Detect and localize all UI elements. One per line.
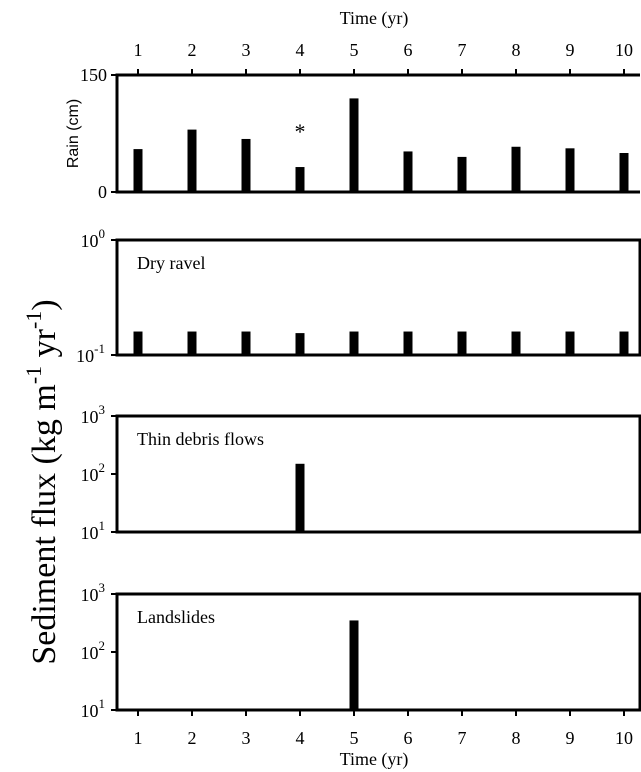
xtick-label-bottom-2: 2	[188, 728, 197, 748]
xtick-label-top-1: 1	[134, 40, 143, 60]
xtick-label-bottom-9: 9	[566, 728, 575, 748]
ytick-label-base: 10	[81, 585, 99, 605]
ytick-label-rain-1: 150	[80, 65, 107, 85]
ytick-label-thin-debris-flows-2: 103	[81, 402, 106, 427]
xtick-label-bottom-8: 8	[512, 728, 521, 748]
xtick-label-top-8: 8	[512, 40, 521, 60]
bar-dry-ravel-7	[457, 331, 467, 355]
xtick-label-top-9: 9	[566, 40, 575, 60]
xtick-label-bottom-3: 3	[242, 728, 251, 748]
ytick-label-dry-ravel-1: 100	[81, 226, 106, 251]
x-axis-label-top: Time (yr)	[340, 8, 409, 29]
ytick-label-base: 10	[81, 701, 99, 721]
bar-dry-ravel-10	[619, 331, 629, 355]
bar-rain-10	[619, 153, 629, 192]
panel-rain: 0 150 Rain (cm) *	[65, 65, 640, 202]
ytick-label-exp: 2	[99, 638, 106, 653]
ytick-label-rain-0: 0	[98, 182, 107, 202]
shared-y-axis-label-mid: yr	[26, 328, 63, 366]
ytick-label-exp: 1	[99, 696, 106, 711]
x-axis-bottom: 1 2 3 4 5 6 7 8 9 10	[134, 710, 633, 748]
bar-dry-ravel-6	[403, 331, 413, 355]
xtick-label-top-6: 6	[404, 40, 413, 60]
ytick-label-exp: 3	[99, 580, 106, 595]
ytick-label-exp: 3	[99, 402, 106, 417]
xtick-label-bottom-10: 10	[615, 728, 633, 748]
ytick-label-landslides-2: 103	[81, 580, 106, 605]
xtick-label-top-4: 4	[296, 40, 305, 60]
xtick-label-top-10: 10	[615, 40, 633, 60]
ytick-label-base: 10	[81, 231, 99, 251]
xtick-label-top-3: 3	[242, 40, 251, 60]
bar-dry-ravel-2	[187, 331, 197, 355]
bar-rain-2	[187, 129, 197, 192]
ytick-label-dry-ravel-0: 10-1	[76, 341, 105, 366]
ytick-label-base: 10	[81, 465, 99, 485]
shared-y-axis-label-sup2: -1	[21, 311, 46, 329]
bar-rain-9	[565, 148, 575, 192]
ytick-label-exp: 1	[99, 518, 106, 533]
bar-dry-ravel-8	[511, 331, 521, 355]
shared-y-axis-label-sup1: -1	[21, 366, 46, 384]
y-axis-label-rain: Rain (cm)	[65, 99, 82, 168]
xtick-label-top-7: 7	[458, 40, 467, 60]
shared-y-axis-label-end: )	[26, 299, 63, 310]
ytick-label-exp: 2	[99, 460, 106, 475]
xtick-label-top-5: 5	[350, 40, 359, 60]
bar-landslides-5	[349, 620, 359, 710]
frame-dry-ravel	[115, 238, 641, 357]
ytick-label-landslides-1: 102	[81, 638, 106, 663]
bar-rain-3	[241, 138, 251, 192]
bar-rain-1	[133, 149, 143, 192]
xtick-label-top-2: 2	[188, 40, 197, 60]
ytick-label-thin-debris-flows-0: 101	[81, 518, 106, 543]
ytick-label-exp: -1	[94, 341, 105, 356]
shared-y-axis-label-base: Sediment flux (kg m	[26, 384, 63, 664]
ytick-label-base: 10	[81, 523, 99, 543]
x-axis-top: 1 2 3 4 5 6 7 8 9 10	[134, 40, 633, 75]
ytick-label-base: 10	[81, 407, 99, 427]
shared-y-axis-label: Sediment flux (kg m-1 yr-1)	[21, 299, 63, 664]
x-axis-label-bottom: Time (yr)	[340, 749, 409, 770]
xtick-label-bottom-5: 5	[350, 728, 359, 748]
bar-rain-8	[511, 146, 521, 192]
annotation-asterisk: *	[295, 119, 306, 144]
ytick-label-base: 10	[76, 346, 94, 366]
frame-rain	[115, 73, 640, 194]
bar-rain-4	[295, 167, 305, 192]
xtick-label-bottom-6: 6	[404, 728, 413, 748]
bar-thin-debris-flows-4	[295, 463, 305, 532]
bar-dry-ravel-5	[349, 331, 359, 355]
bar-rain-6	[403, 151, 413, 192]
ytick-label-thin-debris-flows-1: 102	[81, 460, 106, 485]
panel-label-landslides: Landslides	[137, 607, 215, 627]
bar-rain-7	[457, 156, 467, 192]
bar-dry-ravel-3	[241, 331, 251, 355]
bar-rain-5	[349, 98, 359, 192]
xtick-label-bottom-4: 4	[296, 728, 305, 748]
ytick-label-exp: 0	[99, 226, 106, 241]
xtick-label-bottom-7: 7	[458, 728, 467, 748]
bar-dry-ravel-4	[295, 333, 305, 355]
xtick-label-bottom-1: 1	[134, 728, 143, 748]
bar-dry-ravel-1	[133, 331, 143, 355]
ytick-label-base: 10	[81, 643, 99, 663]
ytick-label-landslides-0: 101	[81, 696, 106, 721]
panel-label-dry-ravel: Dry ravel	[137, 253, 205, 273]
panel-label-thin-debris-flows: Thin debris flows	[137, 429, 264, 449]
bar-dry-ravel-9	[565, 331, 575, 355]
